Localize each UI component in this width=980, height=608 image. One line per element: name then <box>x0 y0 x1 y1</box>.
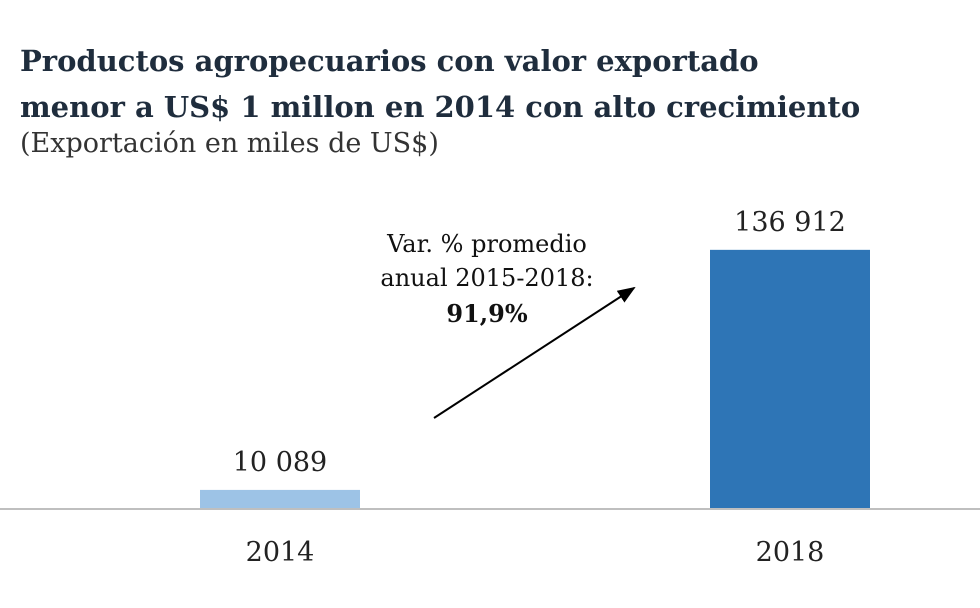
labels-group: 10 089 2014 136 912 2018 <box>233 207 846 568</box>
x-tick-label-2014: 2014 <box>246 537 315 568</box>
growth-arrow <box>433 286 636 419</box>
chart-title: Productos agropecuarios con valor export… <box>20 38 860 130</box>
bar-2018 <box>710 249 870 509</box>
value-label-2018: 136 912 <box>734 207 846 238</box>
bars-group <box>200 249 870 509</box>
annotation-line-2: anual 2015-2018: <box>380 264 593 292</box>
chart-subtitle: (Exportación en miles de US$) <box>20 128 439 159</box>
chart-title-line-2: menor a US$ 1 millon en 2014 con alto cr… <box>20 90 861 124</box>
value-label-2014: 10 089 <box>233 447 327 478</box>
bar-2014 <box>200 489 360 509</box>
x-tick-label-2018: 2018 <box>756 537 825 568</box>
chart-title-line-1: Productos agropecuarios con valor export… <box>20 44 759 78</box>
annotation-line-1: Var. % promedio <box>386 230 587 258</box>
annotation-growth-value: 91,9% <box>446 299 527 328</box>
